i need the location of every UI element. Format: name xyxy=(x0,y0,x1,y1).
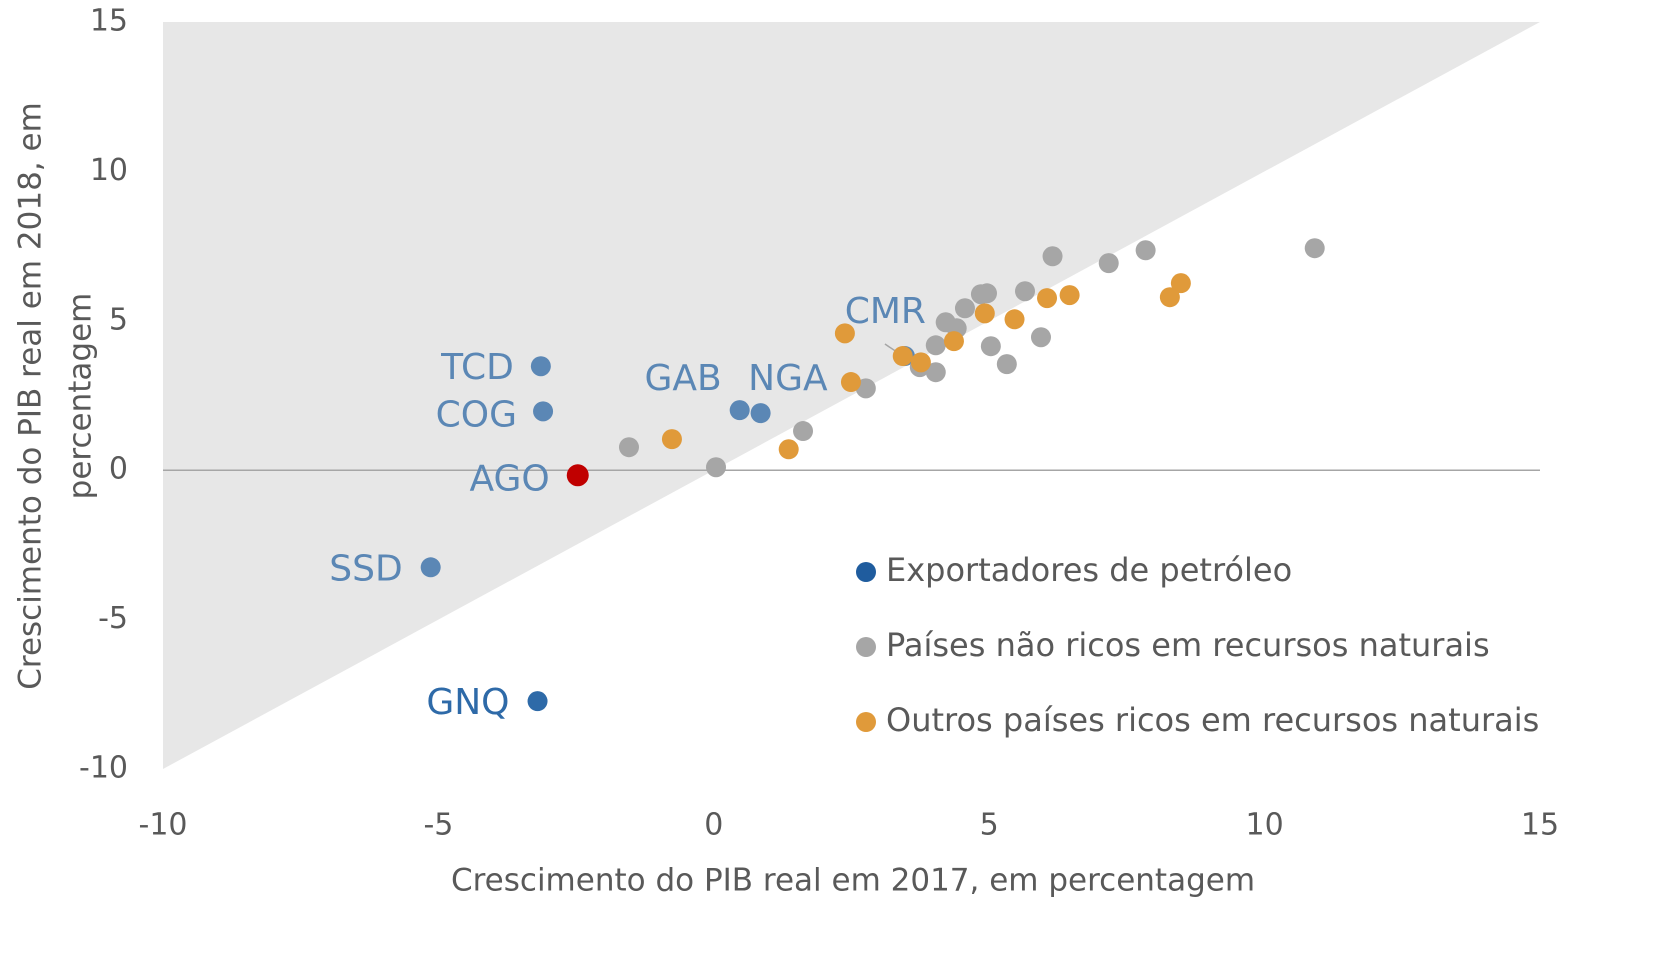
point xyxy=(706,457,727,478)
point xyxy=(892,346,913,367)
y-tick-label: 10 xyxy=(90,153,128,188)
x-tick-label: -10 xyxy=(139,808,188,843)
legend-marker xyxy=(856,562,876,582)
x-tick-label: 15 xyxy=(1521,808,1559,843)
y-tick-label: -5 xyxy=(98,601,128,636)
legend-label: Países não ricos em recursos naturais xyxy=(886,626,1490,664)
point xyxy=(910,352,931,373)
point-label: AGO xyxy=(470,458,550,499)
point xyxy=(925,362,946,383)
point xyxy=(1042,246,1063,267)
point xyxy=(974,303,995,324)
point xyxy=(834,323,855,344)
x-tick-label: -5 xyxy=(423,808,453,843)
y-axis-title: percentagem xyxy=(63,293,99,500)
point xyxy=(1135,240,1156,261)
point xyxy=(530,356,551,377)
y-tick-label: 15 xyxy=(90,4,128,39)
point xyxy=(618,437,639,458)
y-axis-title: Crescimento do PIB real em 2018, em xyxy=(13,102,49,690)
legend-marker xyxy=(856,637,876,657)
point-label: NGA xyxy=(748,358,828,399)
legend-label: Exportadores de petróleo xyxy=(886,551,1292,589)
point-label: COG xyxy=(436,394,517,435)
point xyxy=(1098,253,1119,274)
region-above-diagonal xyxy=(163,22,1540,769)
point xyxy=(1059,285,1080,306)
point xyxy=(1304,238,1325,259)
point xyxy=(527,691,548,712)
point xyxy=(1004,309,1025,330)
point-label: GNQ xyxy=(426,682,509,723)
point xyxy=(420,557,441,578)
point xyxy=(996,354,1017,375)
point-label: SSD xyxy=(329,548,402,589)
x-axis-title: Crescimento do PIB real em 2017, em perc… xyxy=(451,863,1255,899)
point-label: TCD xyxy=(440,347,514,388)
point xyxy=(1015,281,1036,302)
point xyxy=(1159,287,1180,308)
legend-label: Outros países ricos em recursos naturais xyxy=(886,701,1539,739)
point xyxy=(943,331,964,352)
legend-marker xyxy=(856,712,876,732)
point xyxy=(925,335,946,356)
point xyxy=(750,403,771,424)
point-label: GAB xyxy=(644,358,721,399)
y-tick-label: 0 xyxy=(109,452,128,487)
x-tick-label: 10 xyxy=(1246,808,1284,843)
point xyxy=(533,401,554,422)
point xyxy=(778,439,799,460)
point xyxy=(1170,273,1191,294)
point xyxy=(793,421,814,442)
point-label: CMR xyxy=(845,291,926,332)
point xyxy=(976,283,997,304)
point xyxy=(566,464,589,487)
x-tick-label: 5 xyxy=(980,808,999,843)
point xyxy=(661,429,682,450)
point xyxy=(954,298,975,319)
x-tick-label: 0 xyxy=(704,808,723,843)
point xyxy=(980,336,1001,357)
y-tick-label: -10 xyxy=(79,751,128,786)
point xyxy=(1037,288,1058,309)
y-tick-label: 5 xyxy=(109,302,128,337)
point xyxy=(729,400,750,421)
point xyxy=(840,372,861,393)
point xyxy=(1030,327,1051,348)
